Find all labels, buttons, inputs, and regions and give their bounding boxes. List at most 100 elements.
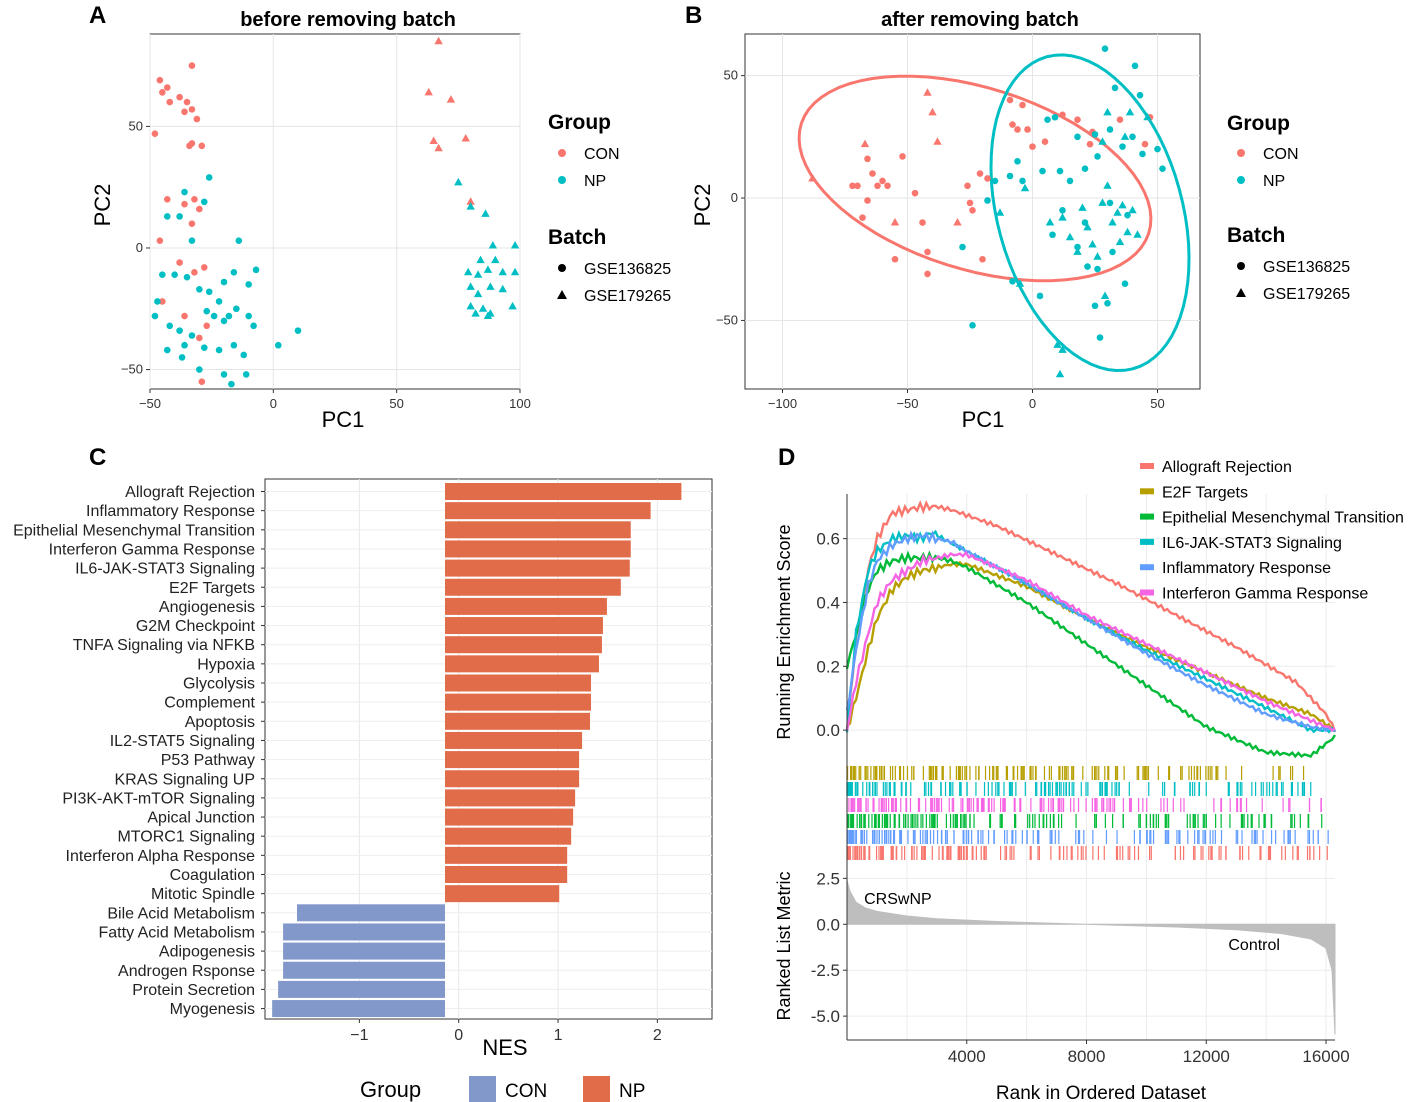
panel-d-legend-swatch bbox=[1140, 589, 1154, 596]
panel-b-point bbox=[991, 177, 999, 185]
panel-b-pca-after: −100 −50 0 50 −50 0 50 after removing batch PC… bbox=[690, 9, 1350, 432]
panel-c-bar bbox=[272, 1000, 445, 1018]
panel-b-point bbox=[1074, 116, 1081, 123]
panel-a-point bbox=[205, 174, 213, 181]
panel-a-point-triangle bbox=[486, 282, 495, 290]
panel-b-point-triangle bbox=[995, 208, 1005, 216]
panel-a-ylabel: PC2 bbox=[90, 184, 115, 227]
panel-b-point-triangle bbox=[1083, 222, 1092, 231]
panel-a-point bbox=[181, 341, 188, 349]
panel-c-bar bbox=[445, 731, 583, 749]
panel-b-point bbox=[984, 197, 991, 204]
panel-a-point-triangle bbox=[508, 301, 517, 310]
panel-b-point-triangle bbox=[1078, 203, 1087, 211]
panel-b-letter: B bbox=[685, 2, 702, 29]
panel-a-legend-con: CON bbox=[584, 146, 620, 163]
panel-a-point-triangle bbox=[446, 95, 456, 103]
panel-a-letter: A bbox=[89, 2, 106, 29]
panel-a-point-triangle bbox=[471, 309, 480, 317]
panel-c-category-label: E2F Targets bbox=[169, 580, 255, 597]
panel-b-legend-group-title: Group bbox=[1227, 112, 1290, 135]
panel-a-point bbox=[163, 196, 171, 203]
panel-d-y-tick-label: 0.6 bbox=[816, 530, 840, 549]
panel-a-point bbox=[245, 281, 252, 288]
panel-b-point-triangle bbox=[1123, 227, 1132, 236]
panel-c-category-label: Coagulation bbox=[170, 867, 255, 884]
panel-d-metric-annotation: CRSwNP bbox=[864, 891, 932, 908]
panel-a-x-tick-label: −50 bbox=[139, 396, 161, 411]
panel-b-point bbox=[1074, 133, 1081, 141]
panel-d-legend-label: Inflammatory Response bbox=[1162, 560, 1331, 577]
panel-b-point bbox=[1014, 126, 1021, 133]
panel-a-point bbox=[163, 213, 171, 220]
panel-a-point-triangle bbox=[466, 282, 475, 290]
panel-b-point bbox=[984, 175, 991, 182]
panel-d-ranked-metric: CRSwNP Control bbox=[846, 880, 1336, 1035]
panel-a-point bbox=[178, 354, 186, 361]
panel-a-point bbox=[159, 89, 166, 96]
panel-b-point bbox=[1106, 199, 1114, 207]
panel-b-y-tick-label: −50 bbox=[716, 312, 738, 327]
panel-b-point bbox=[959, 243, 966, 251]
panel-a-point bbox=[156, 237, 164, 244]
panel-b-point bbox=[911, 189, 919, 197]
panel-b-point-triangle bbox=[1065, 232, 1075, 241]
panel-a-point bbox=[220, 371, 228, 378]
panel-a-point bbox=[151, 312, 159, 320]
panel-a-point bbox=[188, 220, 196, 227]
panel-a-point bbox=[188, 332, 196, 339]
panel-a-point bbox=[200, 264, 208, 271]
panel-d-metric-annotation: Control bbox=[1228, 937, 1280, 954]
panel-a-point bbox=[196, 334, 203, 342]
panel-b-point bbox=[874, 182, 881, 190]
panel-d-legend-swatch bbox=[1140, 538, 1154, 545]
panel-b-point bbox=[1024, 126, 1031, 133]
panel-d-legend-swatch bbox=[1140, 564, 1154, 571]
panel-c-category-label: Bile Acid Metabolism bbox=[107, 905, 255, 922]
panel-c-legend-np: NP bbox=[619, 1081, 645, 1102]
panel-b-point bbox=[969, 206, 976, 214]
panel-b-point-triangle bbox=[1120, 132, 1130, 140]
panel-b-point bbox=[869, 170, 876, 177]
panel-b-point bbox=[1091, 131, 1099, 138]
panel-a-point bbox=[183, 98, 191, 106]
panel-b-point-triangle bbox=[1058, 345, 1067, 353]
panel-a-point bbox=[215, 298, 223, 305]
panel-c-category-label: TNFA Signaling via NFKB bbox=[73, 637, 255, 654]
panel-a-point bbox=[163, 346, 171, 354]
panel-a-point bbox=[230, 341, 238, 349]
panel-a-point bbox=[252, 266, 260, 274]
panel-c-category-label: Allograft Rejection bbox=[125, 484, 255, 501]
panel-c-category-label: Complement bbox=[164, 695, 255, 712]
panel-c-bar bbox=[445, 483, 682, 500]
panel-b-points bbox=[808, 45, 1166, 378]
panel-b-point bbox=[1051, 113, 1059, 121]
panel-d-hit-rugs bbox=[846, 766, 1329, 860]
panel-a-ticks: −50 0 50 100 −50 0 50 bbox=[121, 118, 531, 411]
panel-a-point bbox=[171, 271, 178, 279]
panel-a-point bbox=[220, 278, 228, 286]
panel-b-point bbox=[1096, 334, 1104, 341]
panel-a-point bbox=[193, 115, 201, 123]
panel-d-legend-swatch bbox=[1140, 488, 1154, 495]
panel-d-es-line bbox=[845, 550, 1336, 733]
panel-b-point bbox=[1059, 111, 1066, 119]
panel-b-point bbox=[976, 170, 984, 177]
panel-a-point-triangle bbox=[434, 143, 443, 152]
panel-a-point bbox=[191, 268, 198, 276]
panel-b-point bbox=[1084, 263, 1091, 270]
panel-a-point bbox=[198, 378, 206, 386]
panel-a-point bbox=[225, 312, 233, 320]
panel-c-category-label: KRAS Signaling UP bbox=[114, 771, 255, 788]
panel-b-ylabel: PC2 bbox=[690, 184, 715, 227]
panel-b-point bbox=[1101, 45, 1109, 52]
panel-b-point bbox=[1141, 140, 1149, 148]
panel-b-point bbox=[1044, 116, 1051, 123]
panel-b-point-triangle bbox=[860, 139, 870, 148]
panel-b-point-triangle bbox=[1055, 369, 1065, 378]
panel-b-point-triangle bbox=[1115, 237, 1125, 246]
panel-b-point bbox=[1091, 302, 1099, 310]
panel-b-point-triangle bbox=[1118, 200, 1127, 209]
legend-con-dot bbox=[558, 149, 566, 157]
panel-d-metric-tick-label: -5.0 bbox=[811, 1007, 840, 1026]
